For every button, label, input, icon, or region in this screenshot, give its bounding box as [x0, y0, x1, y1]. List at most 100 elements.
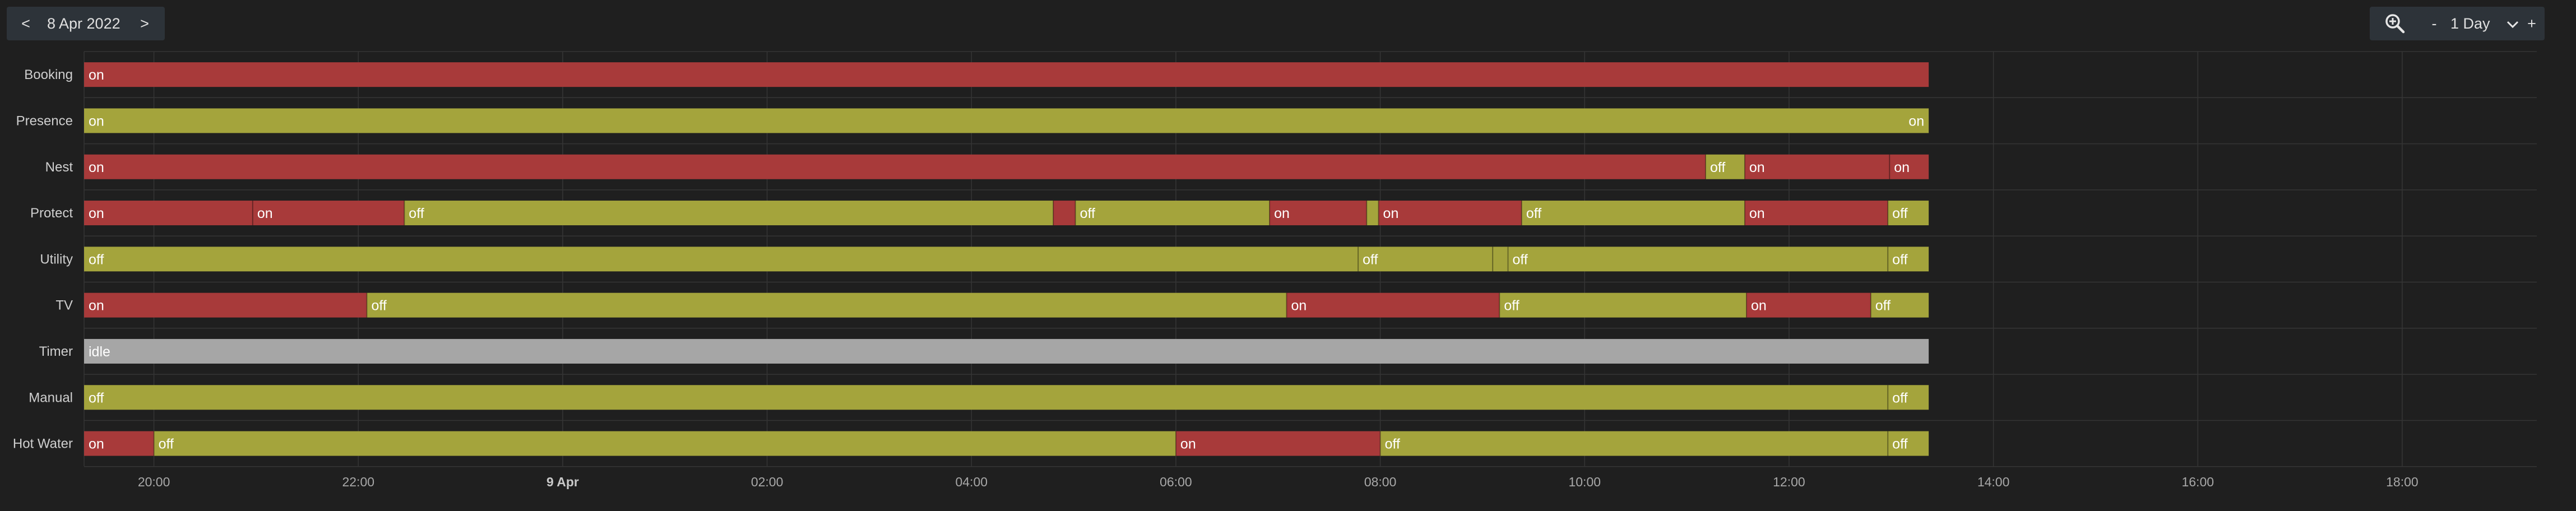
segment-state-label: off [1363, 252, 1378, 267]
row-label: Timer [39, 344, 73, 359]
timeline-segment [1075, 201, 1270, 226]
segment-state-label: off [89, 390, 104, 406]
row-label: TV [55, 298, 73, 313]
chevron-down-icon[interactable] [2503, 7, 2522, 40]
segment-state-label: off [1875, 298, 1891, 314]
magnifier-plus-icon[interactable] [2382, 7, 2408, 40]
segment-state-label: on [89, 436, 104, 452]
x-tick-label: 04:00 [955, 475, 988, 489]
segment-state-label: on [89, 160, 104, 175]
timeline-segment [1270, 201, 1367, 226]
timeline-segment [84, 247, 1359, 272]
x-tick-label: 14:00 [1977, 475, 2010, 489]
range-label[interactable]: 1 Day [2450, 15, 2490, 32]
timeline-segment [1744, 154, 1890, 179]
timeline-segment [1499, 292, 1746, 318]
timeline-segment [404, 201, 1054, 226]
timeline-segment [1888, 431, 1929, 456]
segment-state-label: off [159, 436, 174, 452]
current-date-label[interactable]: 8 Apr 2022 [47, 15, 121, 32]
zoom-out-button[interactable]: - [2431, 15, 2437, 32]
segment-state-label: on [1894, 160, 1910, 175]
row-label: Utility [40, 252, 73, 267]
x-tick-label: 12:00 [1773, 475, 1805, 489]
segment-state-label: off [1892, 390, 1907, 406]
timeline-segment [1286, 292, 1500, 318]
segment-state-label: idle [89, 344, 110, 360]
segment-state-label: on [1180, 436, 1196, 452]
timeline-segment [84, 201, 253, 226]
segment-state-label: off [1513, 252, 1528, 267]
segment-state-label: on [89, 113, 104, 129]
x-tick-label: 10:00 [1568, 475, 1601, 489]
x-tick-label: 20:00 [138, 475, 170, 489]
timeline-segment [84, 431, 154, 456]
segment-state-label: on [257, 206, 273, 221]
timeline-segment [367, 292, 1287, 318]
timeline-segment [84, 385, 1888, 410]
timeline-segment [84, 154, 1706, 179]
timeline-segment [154, 431, 1176, 456]
timeline-segment [1358, 247, 1493, 272]
timeline-segment [84, 338, 1929, 364]
timeline-segment [252, 201, 405, 226]
range-control: - 1 Day + [2370, 7, 2545, 40]
segment-state-label: off [89, 252, 104, 267]
timeline-segment [1889, 154, 1929, 179]
segment-state-label: on [1908, 113, 1924, 129]
segment-state-label: off [1892, 436, 1907, 452]
segment-state-label: off [1892, 252, 1907, 267]
timeline-segment [1870, 292, 1929, 318]
timeline-segment [1053, 201, 1076, 226]
segment-state-label: off [1892, 206, 1907, 221]
x-tick-label: 9 Apr [546, 475, 579, 489]
segment-state-label: on [1749, 160, 1765, 175]
segment-state-label: on [1749, 206, 1765, 221]
x-tick-label: 06:00 [1160, 475, 1192, 489]
date-navigator: < 8 Apr 2022 > [7, 7, 165, 40]
x-tick-label: 16:00 [2181, 475, 2214, 489]
segment-state-label: off [1080, 206, 1095, 221]
segment-state-label: on [89, 206, 104, 221]
timeline-segment [1888, 201, 1929, 226]
row-label: Nest [45, 160, 73, 175]
timeline-segment [1888, 385, 1929, 410]
segment-state-label: on [1383, 206, 1399, 221]
row-label: Protect [30, 206, 73, 221]
x-tick-label: 18:00 [2386, 475, 2419, 489]
x-tick-label: 08:00 [1364, 475, 1397, 489]
previous-day-button[interactable]: < [21, 15, 30, 32]
segment-state-label: off [1710, 160, 1725, 175]
row-label: Booking [24, 67, 73, 82]
timeline-segment [1744, 201, 1888, 226]
timeline-segment [1508, 247, 1888, 272]
segment-state-label: off [1504, 298, 1519, 314]
timeline-segment [84, 62, 1929, 87]
segment-state-label: on [89, 298, 104, 314]
row-label: Manual [29, 390, 73, 405]
x-tick-label: 22:00 [342, 475, 374, 489]
segment-state-label: on [89, 67, 104, 83]
x-tick-label: 02:00 [751, 475, 784, 489]
timeline-segment [1366, 201, 1379, 226]
next-day-button[interactable]: > [140, 15, 149, 32]
zoom-in-button[interactable]: + [2527, 15, 2536, 32]
timeline-segment [84, 108, 1929, 133]
timeline-segment [1746, 292, 1871, 318]
segment-state-label: off [371, 298, 386, 314]
timeline-segment [1888, 247, 1929, 272]
segment-state-label: on [1274, 206, 1290, 221]
segment-state-label: off [1385, 436, 1400, 452]
timeline-segment [1175, 431, 1380, 456]
timeline-segment [1521, 201, 1745, 226]
segment-state-label: on [1751, 298, 1767, 314]
row-label: Presence [16, 113, 73, 128]
timeline-segment [1380, 431, 1888, 456]
timeline-segment [1378, 201, 1522, 226]
timeline-segment [84, 292, 367, 318]
segment-state-label: on [1291, 298, 1306, 314]
timeline-segment [1493, 247, 1508, 272]
row-label: Hot Water [13, 436, 73, 452]
segment-state-label: off [1526, 206, 1541, 221]
